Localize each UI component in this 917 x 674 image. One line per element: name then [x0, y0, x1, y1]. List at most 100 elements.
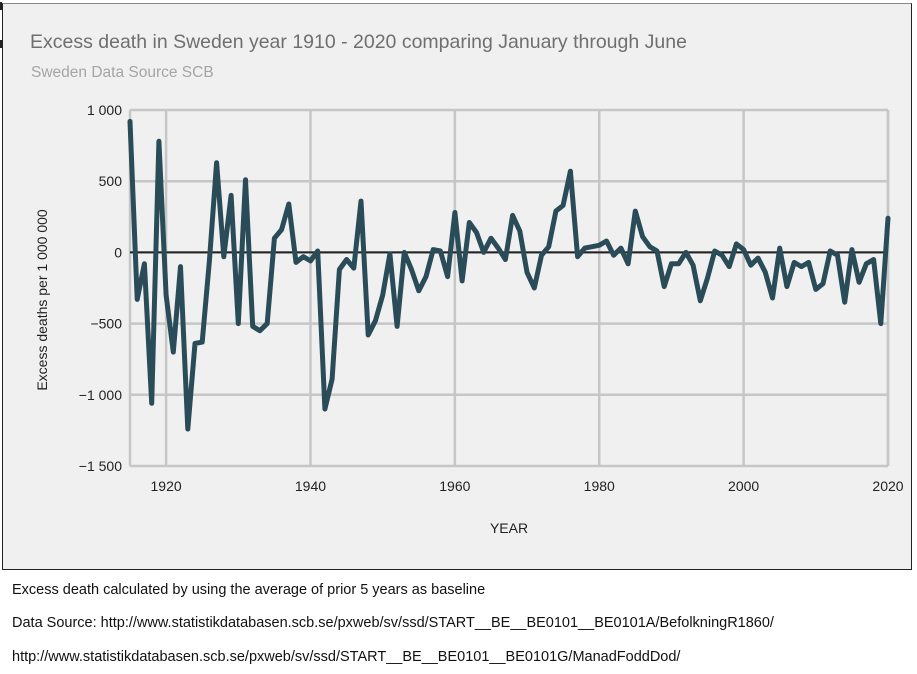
- data-point: [749, 263, 753, 267]
- data-point: [576, 255, 580, 259]
- data-point: [475, 230, 479, 234]
- data-point: [489, 236, 493, 240]
- x-tick-label: 1980: [584, 478, 615, 494]
- data-point: [561, 203, 565, 207]
- data-point: [742, 248, 746, 252]
- data-point: [381, 293, 385, 297]
- data-point: [857, 280, 861, 284]
- data-point: [294, 260, 298, 264]
- data-point: [677, 262, 681, 266]
- data-point: [446, 275, 450, 279]
- data-point: [864, 262, 868, 266]
- data-point: [395, 324, 399, 328]
- x-tick-label: 1960: [439, 478, 470, 494]
- data-points: [128, 119, 890, 431]
- y-tick-label: 500: [99, 173, 123, 189]
- data-point: [872, 258, 876, 262]
- data-point: [417, 289, 421, 293]
- x-tick-label: 2020: [872, 478, 903, 494]
- data-point: [511, 213, 515, 217]
- data-point: [518, 229, 522, 233]
- data-source-link-2: http://www.statistikdatabasen.scb.se/pxw…: [12, 649, 681, 665]
- data-point: [359, 199, 363, 203]
- data-point: [229, 193, 233, 197]
- data-point: [828, 249, 832, 253]
- data-point: [539, 253, 543, 257]
- data-point: [604, 239, 608, 243]
- data-point: [626, 262, 630, 266]
- data-point: [215, 161, 219, 165]
- data-point: [669, 262, 673, 266]
- data-point: [258, 329, 262, 333]
- edge-mark: [0, 2, 2, 10]
- data-point: [402, 250, 406, 254]
- data-point: [467, 220, 471, 224]
- data-point: [763, 270, 767, 274]
- data-source-link-1: Data Source: http://www.statistikdatabas…: [12, 615, 774, 631]
- data-point: [886, 216, 890, 220]
- data-point: [482, 250, 486, 254]
- y-tick-label: −1 000: [79, 387, 122, 403]
- data-point: [525, 270, 529, 274]
- data-point: [157, 139, 161, 143]
- data-point: [547, 245, 551, 249]
- data-point: [366, 333, 370, 337]
- y-tick-label: 1 000: [87, 102, 122, 118]
- data-point: [200, 340, 204, 344]
- data-point: [633, 209, 637, 213]
- data-point: [879, 322, 883, 326]
- data-point: [150, 401, 154, 405]
- data-point: [843, 300, 847, 304]
- data-point: [222, 255, 226, 259]
- data-point: [186, 427, 190, 431]
- data-point: [778, 246, 782, 250]
- data-point: [142, 262, 146, 266]
- data-point: [612, 253, 616, 257]
- data-point: [684, 250, 688, 254]
- data-point: [821, 282, 825, 286]
- data-point: [352, 266, 356, 270]
- y-tick-label: −1 500: [79, 458, 122, 474]
- data-point: [727, 265, 731, 269]
- data-point: [251, 324, 255, 328]
- x-axis-ticks: 1920 1940 1960 1980 2000 2020: [151, 478, 904, 494]
- data-point: [648, 245, 652, 249]
- y-tick-label: 0: [114, 244, 122, 260]
- data-point: [323, 407, 327, 411]
- x-axis-title: YEAR: [490, 520, 528, 536]
- data-point: [713, 249, 717, 253]
- data-point: [756, 256, 760, 260]
- data-point: [698, 299, 702, 303]
- data-point: [583, 246, 587, 250]
- y-axis-title: Excess deaths per 1 000 000: [34, 209, 50, 391]
- data-point: [272, 236, 276, 240]
- data-point: [308, 259, 312, 263]
- edge-mark: [0, 40, 2, 48]
- data-point: [330, 377, 334, 381]
- data-point: [641, 235, 645, 239]
- data-point: [424, 275, 428, 279]
- data-point: [662, 285, 666, 289]
- data-point: [770, 296, 774, 300]
- chart-subtitle: Sweden Data Source SCB: [31, 64, 214, 81]
- data-point: [496, 246, 500, 250]
- data-point: [706, 276, 710, 280]
- data-point: [410, 267, 414, 271]
- data-point: [532, 286, 536, 290]
- data-point: [720, 253, 724, 257]
- data-point: [835, 253, 839, 257]
- data-point: [193, 342, 197, 346]
- data-point: [431, 248, 435, 252]
- data-point: [438, 249, 442, 253]
- x-tick-label: 1920: [151, 478, 182, 494]
- data-point: [287, 202, 291, 206]
- data-point: [244, 178, 248, 182]
- data-point: [568, 169, 572, 173]
- data-point: [785, 285, 789, 289]
- series-line-excess-deaths: [127, 118, 891, 432]
- data-point: [597, 243, 601, 247]
- data-point: [135, 297, 139, 301]
- data-point: [503, 258, 507, 262]
- data-point: [128, 119, 132, 123]
